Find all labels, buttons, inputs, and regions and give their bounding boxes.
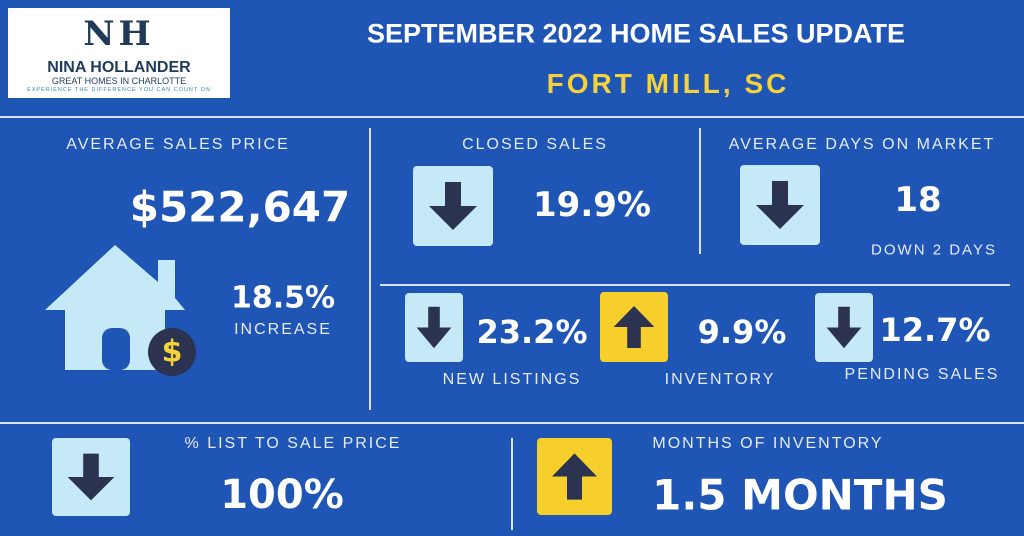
- trend-icon: [405, 293, 463, 362]
- logo-monogram: NH: [83, 14, 155, 54]
- stat-value: 9.9%: [697, 313, 787, 351]
- divider: [369, 128, 371, 410]
- stat-value: 1.5 MONTHS: [652, 470, 948, 520]
- stat-label: AVERAGE SALES PRICE: [66, 136, 290, 153]
- stat-label: MONTHS OF INVENTORY: [652, 435, 884, 452]
- stat-value: 18: [894, 180, 942, 220]
- stat-value: 100%: [220, 472, 344, 518]
- stat-label: INVENTORY: [664, 371, 776, 388]
- divider: [380, 284, 1010, 286]
- location: FORT MILL, SC: [546, 68, 790, 99]
- stat-note: DOWN 2 DAYS: [871, 241, 997, 259]
- logo-name: NINA HOLLANDER: [47, 59, 191, 76]
- trend-icon: [740, 165, 820, 245]
- logo-tagline: GREAT HOMES IN CHARLOTTE: [51, 76, 187, 86]
- stat-label: NEW LISTINGS: [442, 371, 582, 388]
- title: SEPTEMBER 2022 HOME SALES UPDATE: [366, 18, 906, 49]
- trend-icon: [413, 166, 493, 246]
- stat-change: 18.5%: [230, 280, 336, 316]
- stat-label: % LIST TO SALE PRICE: [184, 435, 402, 452]
- divider: [699, 128, 701, 254]
- stat-value: 19.9%: [533, 185, 651, 225]
- trend-icon: [537, 438, 612, 515]
- stat-value: 23.2%: [476, 313, 588, 351]
- arrow: [416, 306, 452, 349]
- trend-icon: [815, 293, 873, 362]
- stat-change-label: INCREASE: [234, 321, 332, 338]
- arrow: [756, 181, 804, 229]
- divider: [0, 422, 1024, 424]
- arrow: [552, 453, 597, 500]
- stat-label: PENDING SALES: [844, 366, 1000, 383]
- coin-symbol: $: [162, 335, 183, 370]
- stat-label: CLOSED SALES: [462, 136, 608, 153]
- arrow: [826, 306, 862, 349]
- stat-value: $522,647: [129, 182, 351, 232]
- arrow: [613, 306, 655, 348]
- logo-slogan: EXPERIENCE THE DIFFERENCE YOU CAN COUNT …: [27, 87, 211, 93]
- logo: NH NINA HOLLANDER GREAT HOMES IN CHARLOT…: [8, 8, 230, 98]
- house-icon: $: [45, 245, 196, 376]
- stat-value: 12.7%: [879, 311, 991, 349]
- trend-icon: [52, 438, 130, 516]
- divider: [0, 116, 1024, 118]
- stat-label: AVERAGE DAYS ON MARKET: [728, 136, 996, 153]
- divider: [511, 438, 513, 530]
- trend-icon: [600, 292, 668, 362]
- arrow: [429, 182, 477, 230]
